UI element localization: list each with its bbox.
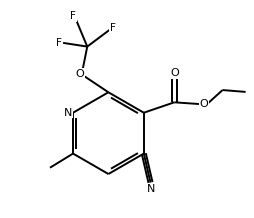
Text: O: O	[170, 68, 179, 78]
Text: O: O	[75, 69, 84, 79]
Text: N: N	[147, 184, 155, 194]
Text: F: F	[109, 23, 116, 33]
Text: F: F	[56, 38, 62, 48]
Text: O: O	[199, 99, 208, 109]
Text: N: N	[64, 108, 72, 118]
Text: F: F	[70, 11, 76, 21]
